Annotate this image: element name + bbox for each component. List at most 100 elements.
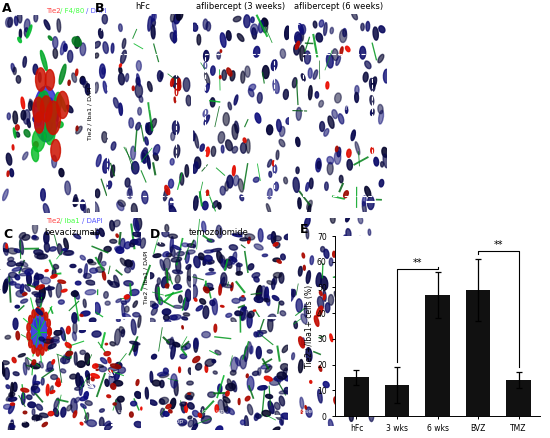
Ellipse shape [157, 278, 161, 285]
Text: Tie2: Tie2 [46, 8, 60, 14]
Ellipse shape [227, 175, 233, 188]
Ellipse shape [257, 368, 261, 375]
Ellipse shape [378, 271, 385, 284]
Ellipse shape [101, 358, 107, 364]
Ellipse shape [191, 418, 197, 429]
Ellipse shape [289, 289, 294, 301]
Ellipse shape [274, 403, 280, 410]
Ellipse shape [67, 405, 72, 411]
Ellipse shape [47, 319, 51, 327]
Ellipse shape [229, 257, 233, 260]
Ellipse shape [362, 196, 366, 206]
Ellipse shape [10, 403, 14, 406]
Ellipse shape [264, 299, 270, 302]
Ellipse shape [50, 386, 53, 393]
Ellipse shape [361, 23, 364, 31]
Ellipse shape [44, 343, 48, 351]
Ellipse shape [170, 132, 175, 141]
Ellipse shape [111, 384, 116, 389]
Ellipse shape [165, 320, 170, 324]
Ellipse shape [27, 323, 30, 332]
Ellipse shape [192, 23, 197, 31]
Ellipse shape [163, 189, 168, 201]
Ellipse shape [200, 144, 205, 151]
Ellipse shape [39, 286, 45, 300]
Ellipse shape [105, 343, 108, 345]
Ellipse shape [8, 423, 14, 436]
Ellipse shape [231, 283, 233, 291]
Ellipse shape [48, 328, 51, 336]
Ellipse shape [21, 110, 26, 120]
Ellipse shape [169, 337, 173, 349]
Ellipse shape [36, 416, 42, 420]
Ellipse shape [365, 269, 370, 278]
Ellipse shape [223, 397, 230, 403]
Ellipse shape [277, 372, 287, 379]
Ellipse shape [353, 273, 360, 288]
Ellipse shape [248, 311, 254, 318]
Ellipse shape [307, 204, 311, 217]
Ellipse shape [341, 235, 346, 245]
Ellipse shape [136, 123, 140, 130]
Ellipse shape [355, 92, 359, 102]
Ellipse shape [283, 368, 287, 377]
Ellipse shape [7, 171, 9, 177]
Ellipse shape [327, 162, 333, 175]
Ellipse shape [347, 159, 353, 170]
Ellipse shape [242, 307, 246, 310]
Ellipse shape [120, 239, 125, 250]
Ellipse shape [188, 393, 191, 394]
Ellipse shape [383, 154, 388, 168]
Ellipse shape [42, 422, 47, 427]
Ellipse shape [6, 18, 12, 27]
Ellipse shape [331, 215, 335, 223]
Ellipse shape [130, 240, 138, 244]
Ellipse shape [80, 43, 86, 56]
Ellipse shape [32, 310, 35, 318]
Ellipse shape [7, 113, 10, 120]
Ellipse shape [34, 141, 38, 148]
Ellipse shape [248, 237, 250, 244]
Ellipse shape [365, 351, 369, 363]
Ellipse shape [204, 287, 209, 293]
Ellipse shape [319, 20, 324, 27]
Ellipse shape [212, 360, 216, 363]
Ellipse shape [147, 123, 152, 134]
Ellipse shape [147, 155, 150, 169]
Ellipse shape [108, 357, 111, 363]
Ellipse shape [187, 381, 193, 385]
Ellipse shape [360, 259, 365, 271]
Ellipse shape [280, 420, 283, 425]
Text: Close up: Close up [8, 419, 36, 424]
Ellipse shape [268, 401, 274, 413]
Ellipse shape [155, 284, 160, 300]
Ellipse shape [131, 204, 138, 216]
Ellipse shape [198, 413, 202, 417]
Ellipse shape [279, 139, 285, 147]
Ellipse shape [202, 332, 210, 338]
Ellipse shape [226, 259, 232, 268]
Ellipse shape [218, 132, 224, 143]
Ellipse shape [188, 265, 192, 281]
Ellipse shape [118, 367, 125, 373]
Ellipse shape [135, 239, 144, 245]
Ellipse shape [319, 100, 323, 107]
Ellipse shape [31, 384, 38, 390]
Ellipse shape [4, 281, 8, 292]
Ellipse shape [279, 273, 284, 283]
Ellipse shape [216, 225, 222, 238]
Ellipse shape [224, 260, 232, 265]
Ellipse shape [133, 301, 138, 307]
Ellipse shape [138, 107, 141, 115]
Ellipse shape [43, 204, 50, 216]
Ellipse shape [85, 84, 90, 95]
Ellipse shape [330, 334, 333, 342]
Ellipse shape [262, 66, 269, 78]
Ellipse shape [323, 290, 326, 301]
Bar [107, 53, 175, 196]
Ellipse shape [67, 105, 73, 113]
Ellipse shape [26, 25, 32, 38]
Ellipse shape [103, 159, 109, 173]
Ellipse shape [138, 315, 141, 328]
Ellipse shape [83, 204, 86, 213]
